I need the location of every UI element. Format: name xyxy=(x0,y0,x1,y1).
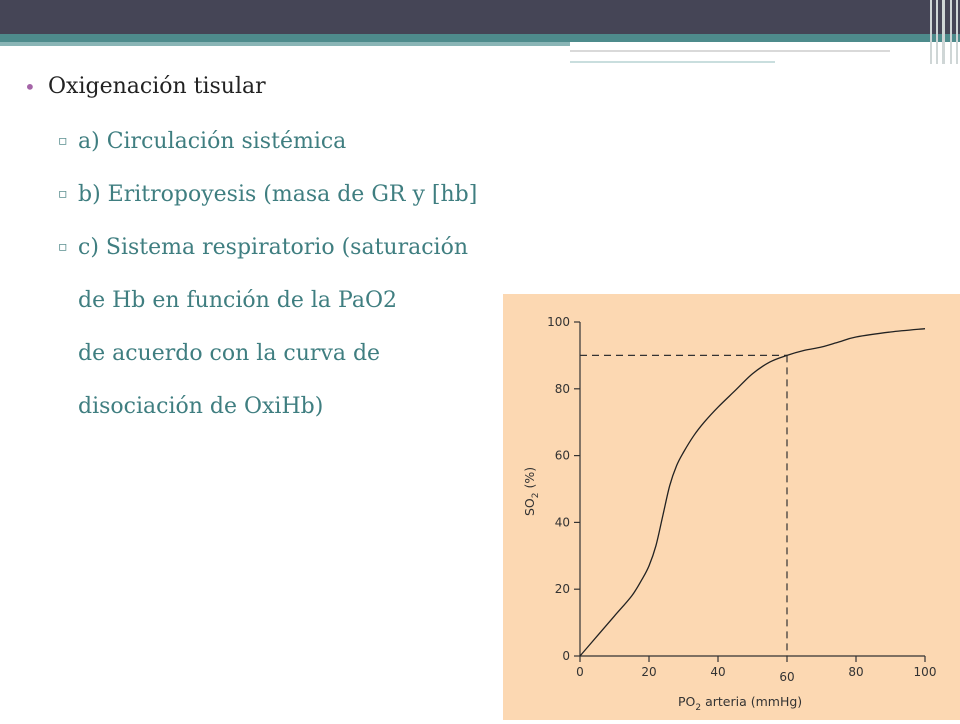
sub-bullet-a-text: a) Circulación sistémica xyxy=(78,129,347,154)
sub-bullet-c-line-2: de Hb en función de la PaO2 xyxy=(78,288,397,313)
dissociation-curve xyxy=(579,328,926,657)
accent-band xyxy=(0,34,960,42)
square-bullet-icon: ▫ xyxy=(58,186,68,202)
y-tick-label: 80 xyxy=(555,382,570,396)
y-tick-label: 40 xyxy=(555,515,570,529)
y-tick-label: 0 xyxy=(562,649,570,663)
sub-bullet-c-text: c) Sistema respiratorio (saturación xyxy=(78,235,468,260)
square-bullet-icon: ▫ xyxy=(58,239,68,255)
accent-band-light xyxy=(0,42,570,46)
reference-x-label: 60 xyxy=(779,670,794,684)
decorative-line xyxy=(570,50,890,52)
sub-bullet-c: ▫ c) Sistema respiratorio (saturación xyxy=(22,221,542,274)
decorative-line xyxy=(570,61,775,63)
sub-bullet-b: ▫ b) Eritropoyesis (masa de GR y [hb] xyxy=(22,168,542,221)
sub-bullet-b-text: b) Eritropoyesis (masa de GR y [hb] xyxy=(78,182,478,207)
x-tick-label: 100 xyxy=(914,665,937,679)
chart-panel: 0 20 40 60 80 100 0 20 40 80 100 60 PO2 arteria (… xyxy=(503,294,960,720)
bullet-dot-icon: • xyxy=(24,75,36,99)
sub-bullet-c-line-3: de acuerdo con la curva de xyxy=(78,341,381,366)
y-tick-label: 100 xyxy=(547,315,570,329)
bullet-main: • Oxigenación tisular xyxy=(22,70,542,104)
y-tick-label: 60 xyxy=(555,449,570,463)
x-tick-label: 20 xyxy=(641,665,656,679)
square-bullet-icon: ▫ xyxy=(58,133,68,149)
corner-decoration xyxy=(926,0,960,64)
x-tick-label: 40 xyxy=(710,665,725,679)
bullet-main-text: Oxigenación tisular xyxy=(48,74,266,99)
sub-bullet-a: ▫ a) Circulación sistémica xyxy=(22,115,542,168)
dissociation-chart: 0 20 40 60 80 100 0 20 40 80 100 60 PO2 arteria (… xyxy=(522,315,937,713)
top-title-bar xyxy=(0,0,960,34)
sub-bullet-c-line-4: disociación de OxiHb) xyxy=(78,394,324,419)
bullet-list: • Oxigenación tisular ▫ a) Circulación s… xyxy=(22,70,542,433)
y-tick-label: 20 xyxy=(555,582,570,596)
x-tick-label: 0 xyxy=(576,665,584,679)
y-axis-label: SO2 (%) xyxy=(522,467,541,516)
x-tick-label: 80 xyxy=(848,665,863,679)
x-axis-label: PO2 arteria (mmHg) xyxy=(678,694,802,713)
